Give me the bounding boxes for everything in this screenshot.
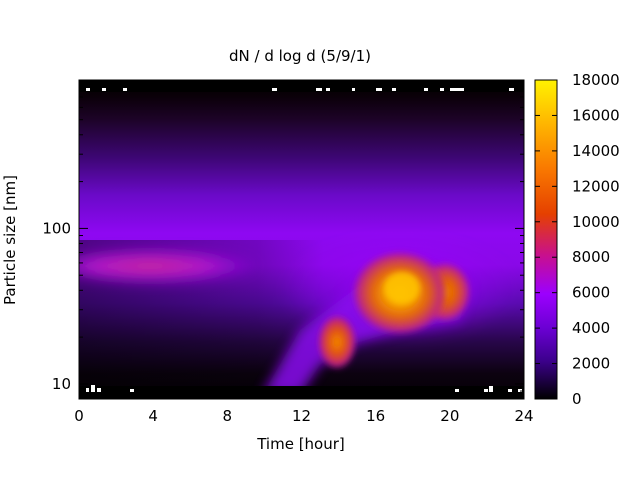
- x-tick-label: 16: [366, 407, 385, 425]
- x-tick-label: 24: [514, 407, 533, 425]
- y-tick-label: 10: [52, 375, 71, 393]
- colorbar-tick-label: 18000: [572, 71, 620, 89]
- y-axis: 10 100: [42, 87, 524, 393]
- x-axis-label: Time [hour]: [256, 435, 345, 453]
- x-tick-label: 20: [440, 407, 459, 425]
- heatmap-band-left: [79, 248, 260, 284]
- colorbar: 0 2000 4000 6000 8000 10000 12000 14000 16000 180…: [534, 71, 620, 408]
- x-tick-label: 8: [223, 407, 233, 425]
- colorbar-tick-label: 2000: [572, 355, 610, 373]
- heatmap-bottom-black-band: [79, 386, 524, 399]
- x-tick-label: 4: [148, 407, 158, 425]
- heatmap-hotspot-small: [317, 314, 357, 370]
- colorbar-frame: [534, 79, 558, 400]
- x-tick-label: 0: [74, 407, 84, 425]
- colorbar-tick-label: 12000: [572, 177, 620, 195]
- colorbar-tick-label: 0: [572, 390, 582, 408]
- colorbar-tick-label: 10000: [572, 213, 620, 231]
- colorbar-tick-label: 4000: [572, 319, 610, 337]
- colorbar-gradient: [535, 80, 557, 399]
- y-tick-label: 100: [42, 219, 71, 237]
- chart-title: dN / d log d (5/9/1): [229, 47, 371, 65]
- colorbar-tick-label: 6000: [572, 284, 610, 302]
- colorbar-tick-label: 16000: [572, 106, 620, 124]
- heatmap-hotspot-core: [384, 272, 420, 304]
- missing-data-marks: [86, 88, 522, 392]
- x-tick-label: 12: [292, 407, 311, 425]
- y-axis-label: Particle size [nm]: [1, 175, 19, 305]
- heatmap-plot-area: [79, 80, 524, 399]
- colorbar-tick-label: 8000: [572, 248, 610, 266]
- colorbar-ticks: 0 2000 4000 6000 8000 10000 12000 14000 16000 180…: [535, 71, 620, 408]
- x-axis: 0 4 8 12 16 20 24: [74, 80, 534, 425]
- colorbar-tick-label: 14000: [572, 142, 620, 160]
